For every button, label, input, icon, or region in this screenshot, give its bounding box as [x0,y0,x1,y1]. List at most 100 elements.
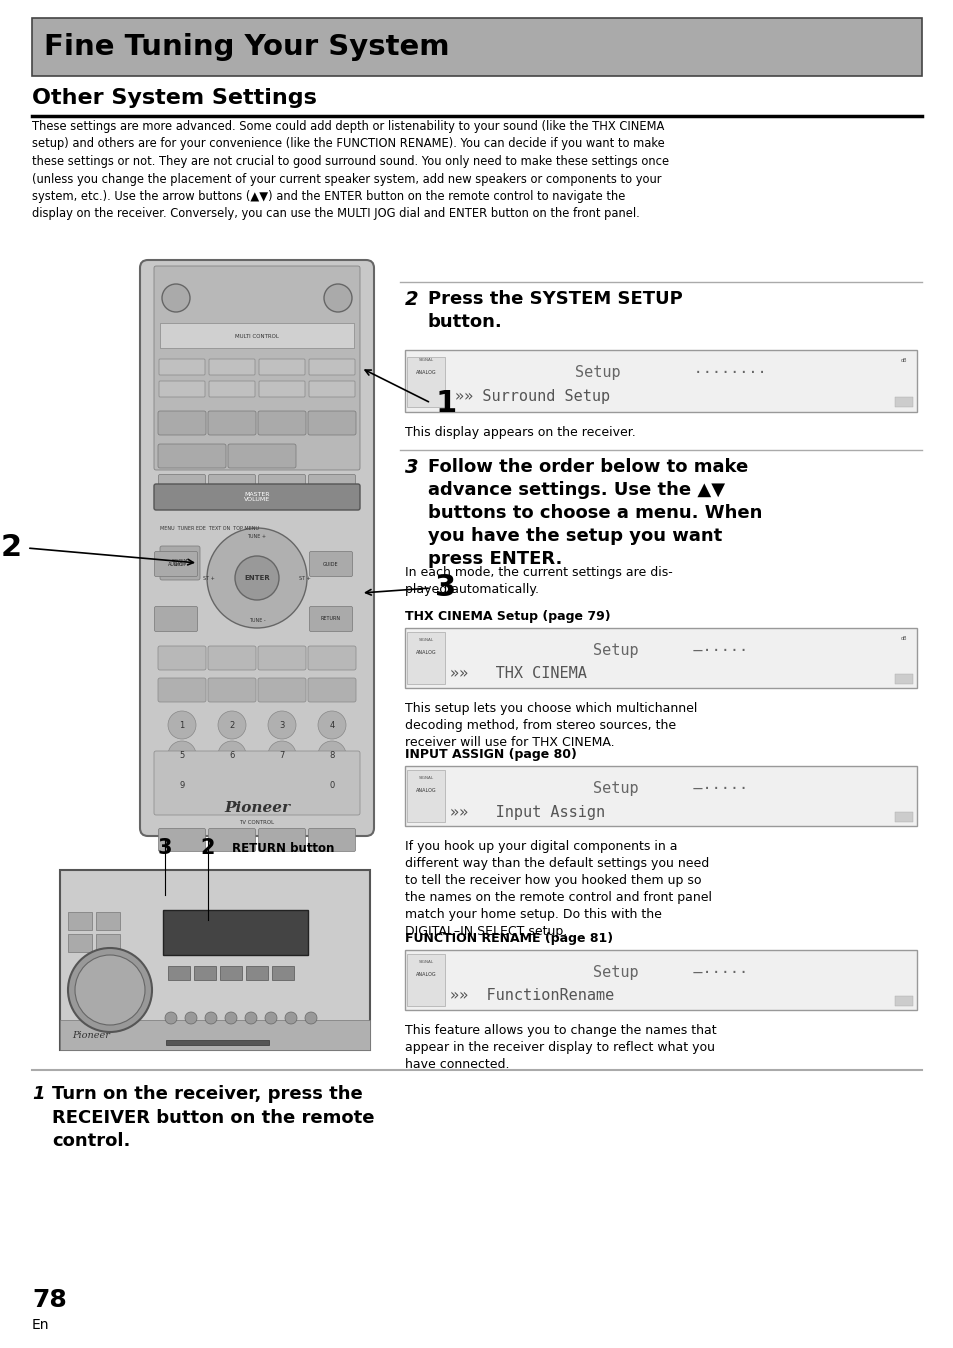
Text: Pioneer: Pioneer [71,1030,110,1039]
Circle shape [317,741,346,768]
FancyBboxPatch shape [208,678,255,702]
Text: »»   Input Assign: »» Input Assign [450,805,604,820]
Text: TUNE +: TUNE + [247,534,266,538]
Circle shape [317,771,346,799]
Text: SIGNAL: SIGNAL [418,359,433,363]
FancyBboxPatch shape [258,381,305,398]
FancyBboxPatch shape [158,829,205,852]
FancyBboxPatch shape [308,646,355,670]
FancyBboxPatch shape [257,411,306,435]
FancyBboxPatch shape [257,646,306,670]
Text: 2: 2 [200,838,215,857]
Circle shape [75,954,145,1024]
Text: ANALOG: ANALOG [416,369,436,375]
Text: Follow the order below to make
advance settings. Use the ▲▼
buttons to choose a : Follow the order below to make advance s… [428,458,761,568]
FancyBboxPatch shape [158,443,226,468]
Text: 9: 9 [179,780,185,790]
Text: »»  FunctionRename: »» FunctionRename [450,988,614,1003]
Text: SIGNAL: SIGNAL [418,776,433,780]
Bar [60,1020,370,1050]
FancyBboxPatch shape [258,829,305,852]
Bar [405,350,916,412]
Circle shape [305,1012,316,1024]
Text: TUNE -: TUNE - [249,617,265,623]
FancyBboxPatch shape [308,678,355,702]
Text: MENU  TUNER EDE  TEXT ON  TOP MENU: MENU TUNER EDE TEXT ON TOP MENU [160,526,258,531]
Circle shape [162,284,190,311]
Text: 3: 3 [157,838,172,857]
Bar [894,996,912,1006]
Text: »»   THX CINEMA: »» THX CINEMA [450,666,586,682]
Text: 8: 8 [329,751,335,759]
FancyBboxPatch shape [154,551,197,577]
Circle shape [268,771,295,799]
Text: In each mode, the current settings are dis-
played automatically.: In each mode, the current settings are d… [405,566,672,596]
Text: Setup      —·····: Setup —····· [593,780,748,795]
FancyBboxPatch shape [208,411,255,435]
Text: RETURN button: RETURN button [232,841,334,855]
FancyBboxPatch shape [209,474,255,496]
Text: 0: 0 [329,780,335,790]
Bar [894,398,912,407]
Text: 1: 1 [435,388,456,418]
FancyBboxPatch shape [309,607,352,631]
Bar [166,1041,269,1045]
FancyBboxPatch shape [308,474,355,496]
FancyBboxPatch shape [258,474,305,496]
Bar [405,628,916,687]
Bar [160,324,354,348]
Text: 3: 3 [279,720,284,729]
Text: GUIDE: GUIDE [323,562,338,566]
Bar [163,910,308,954]
FancyBboxPatch shape [309,381,355,398]
FancyBboxPatch shape [228,443,295,468]
Circle shape [218,710,246,739]
Text: ST +: ST + [298,576,311,581]
Text: This display appears on the receiver.: This display appears on the receiver. [405,426,635,439]
Text: These settings are more advanced. Some could add depth or listenability to your : These settings are more advanced. Some c… [32,120,668,221]
Text: Setup      —·····: Setup —····· [593,643,748,658]
Text: THX CINEMA Setup (page 79): THX CINEMA Setup (page 79) [405,611,610,623]
FancyBboxPatch shape [309,551,352,577]
Bar [220,967,242,980]
Text: 6: 6 [229,751,234,759]
Circle shape [168,710,195,739]
Bar [405,950,916,1010]
Bar [96,913,120,930]
Circle shape [185,1012,196,1024]
Bar [246,967,268,980]
Bar [407,632,444,683]
Circle shape [285,1012,296,1024]
Text: ENTER: ENTER [244,576,270,581]
FancyBboxPatch shape [153,484,359,510]
FancyBboxPatch shape [308,829,355,852]
Text: 5: 5 [179,751,185,759]
Bar [60,869,370,1050]
FancyBboxPatch shape [153,266,359,470]
FancyBboxPatch shape [158,411,206,435]
FancyBboxPatch shape [209,381,254,398]
Text: 78: 78 [32,1287,67,1312]
Bar [405,766,916,826]
Text: SIGNAL: SIGNAL [418,638,433,642]
Circle shape [268,710,295,739]
Text: Turn on the receiver, press the
RECEIVER button on the remote
control.: Turn on the receiver, press the RECEIVER… [52,1085,375,1150]
FancyBboxPatch shape [140,260,374,836]
Text: TV CONTROL: TV CONTROL [239,820,274,825]
Text: 1: 1 [179,720,185,729]
Text: ANALOG: ANALOG [416,650,436,655]
Text: dB: dB [900,357,906,363]
Text: AUDIO: AUDIO [168,562,184,566]
Text: If you hook up your digital components in a
different way than the default setti: If you hook up your digital components i… [405,840,711,938]
Text: Setup        ········: Setup ········ [575,364,766,380]
Circle shape [225,1012,236,1024]
Bar [68,934,91,952]
Text: Setup      —·····: Setup —····· [593,965,748,980]
FancyBboxPatch shape [208,646,255,670]
Text: Press the SYSTEM SETUP
button.: Press the SYSTEM SETUP button. [428,290,682,330]
Text: FUNCTION RENAME (page 81): FUNCTION RENAME (page 81) [405,931,613,945]
Circle shape [168,741,195,768]
Circle shape [234,555,278,600]
FancyBboxPatch shape [158,474,205,496]
Bar [407,357,444,407]
